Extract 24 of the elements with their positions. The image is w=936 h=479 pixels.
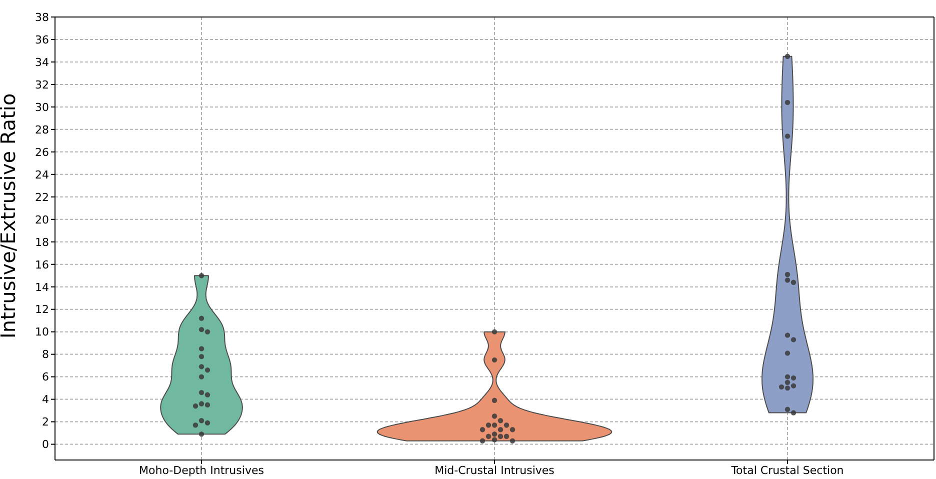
y-tick-label: 10	[35, 326, 49, 339]
y-tick-label: 22	[35, 190, 49, 204]
y-tick-label: 8	[42, 348, 49, 362]
y-axis-title: Intrusive/Extrusive Ratio	[0, 93, 20, 338]
y-tick-label: 32	[35, 78, 49, 92]
y-tick-label: 20	[35, 213, 49, 226]
y-tick-label: 28	[35, 123, 49, 136]
y-tick-label: 18	[35, 236, 49, 249]
y-tick-label: 38	[35, 10, 49, 24]
y-tick-label: 6	[42, 370, 49, 384]
y-tick-label: 2	[42, 416, 49, 429]
y-tick-label: 16	[35, 258, 49, 272]
y-tick-label: 36	[35, 33, 49, 46]
y-tick-label: 34	[35, 56, 49, 69]
y-tick-label: 12	[35, 303, 49, 316]
x-tick-label: Mid-Crustal Intrusives	[434, 464, 555, 477]
y-tick-label: 26	[35, 146, 49, 159]
y-tick-label: 24	[35, 168, 49, 182]
y-tick-label: 14	[35, 280, 49, 294]
y-tick-label: 30	[35, 100, 49, 114]
x-tick-label: Moho-Depth Intrusives	[139, 464, 264, 477]
y-tick-label: 0	[42, 438, 49, 452]
y-tick-label: 4	[42, 393, 49, 406]
x-tick-label: Total Crustal Section	[730, 464, 844, 477]
